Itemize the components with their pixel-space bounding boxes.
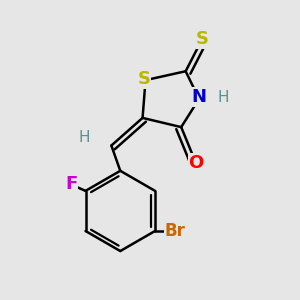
Text: N: N — [191, 88, 206, 106]
Text: S: S — [196, 30, 208, 48]
Text: S: S — [138, 70, 151, 88]
Text: Br: Br — [165, 222, 186, 240]
Text: O: O — [188, 154, 204, 172]
Text: F: F — [65, 175, 77, 193]
Text: H: H — [218, 90, 229, 105]
Text: H: H — [78, 130, 90, 145]
